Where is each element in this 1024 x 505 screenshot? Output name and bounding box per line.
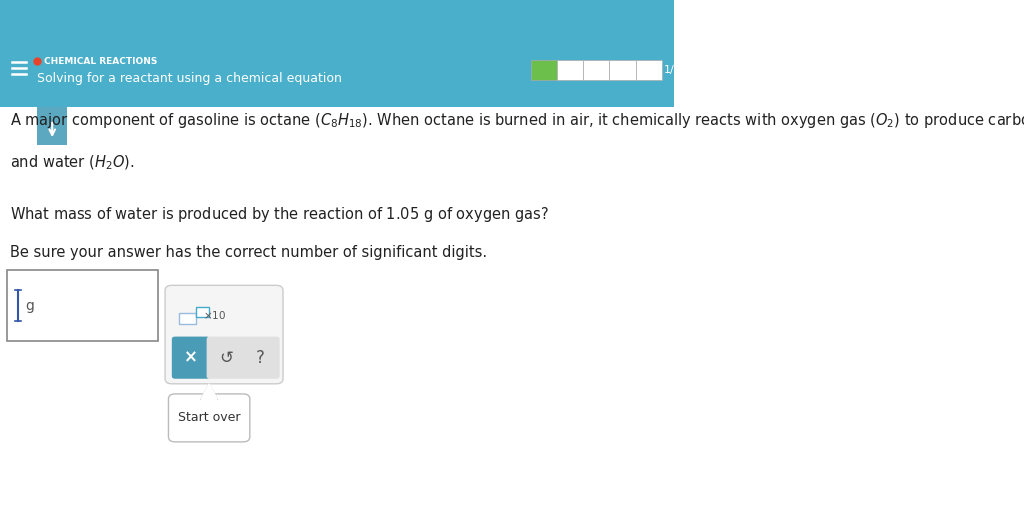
FancyBboxPatch shape bbox=[172, 336, 210, 379]
FancyBboxPatch shape bbox=[0, 0, 674, 108]
FancyBboxPatch shape bbox=[178, 313, 196, 324]
FancyBboxPatch shape bbox=[557, 60, 584, 80]
FancyBboxPatch shape bbox=[242, 336, 280, 379]
Text: Solving for a reactant using a chemical equation: Solving for a reactant using a chemical … bbox=[37, 72, 342, 85]
Text: Be sure your answer has the correct number of significant digits.: Be sure your answer has the correct numb… bbox=[10, 245, 487, 260]
Text: A major component of gasoline is octane $\left(C_8H_{18}\right)$. When octane is: A major component of gasoline is octane … bbox=[10, 111, 1024, 130]
FancyBboxPatch shape bbox=[7, 270, 159, 341]
Text: ?: ? bbox=[256, 348, 265, 367]
FancyBboxPatch shape bbox=[636, 60, 662, 80]
Text: ↺: ↺ bbox=[219, 348, 232, 367]
FancyBboxPatch shape bbox=[531, 60, 557, 80]
FancyBboxPatch shape bbox=[584, 60, 609, 80]
FancyBboxPatch shape bbox=[37, 108, 68, 145]
Text: CHEMICAL REACTIONS: CHEMICAL REACTIONS bbox=[44, 57, 157, 66]
FancyBboxPatch shape bbox=[609, 60, 636, 80]
FancyBboxPatch shape bbox=[207, 336, 245, 379]
Text: What mass of water is produced by the reaction of $1.05$ g of oxygen gas?: What mass of water is produced by the re… bbox=[10, 205, 549, 224]
Polygon shape bbox=[201, 384, 217, 399]
Text: Start over: Start over bbox=[178, 412, 241, 424]
FancyBboxPatch shape bbox=[169, 394, 250, 442]
Text: ×: × bbox=[184, 348, 198, 367]
FancyBboxPatch shape bbox=[165, 285, 283, 384]
Text: g: g bbox=[25, 298, 34, 313]
Text: 1/5: 1/5 bbox=[664, 65, 681, 75]
Text: $\times 10$: $\times 10$ bbox=[203, 309, 225, 321]
FancyBboxPatch shape bbox=[196, 308, 209, 317]
Text: and water $\left(H_2O\right)$.: and water $\left(H_2O\right)$. bbox=[10, 154, 134, 172]
